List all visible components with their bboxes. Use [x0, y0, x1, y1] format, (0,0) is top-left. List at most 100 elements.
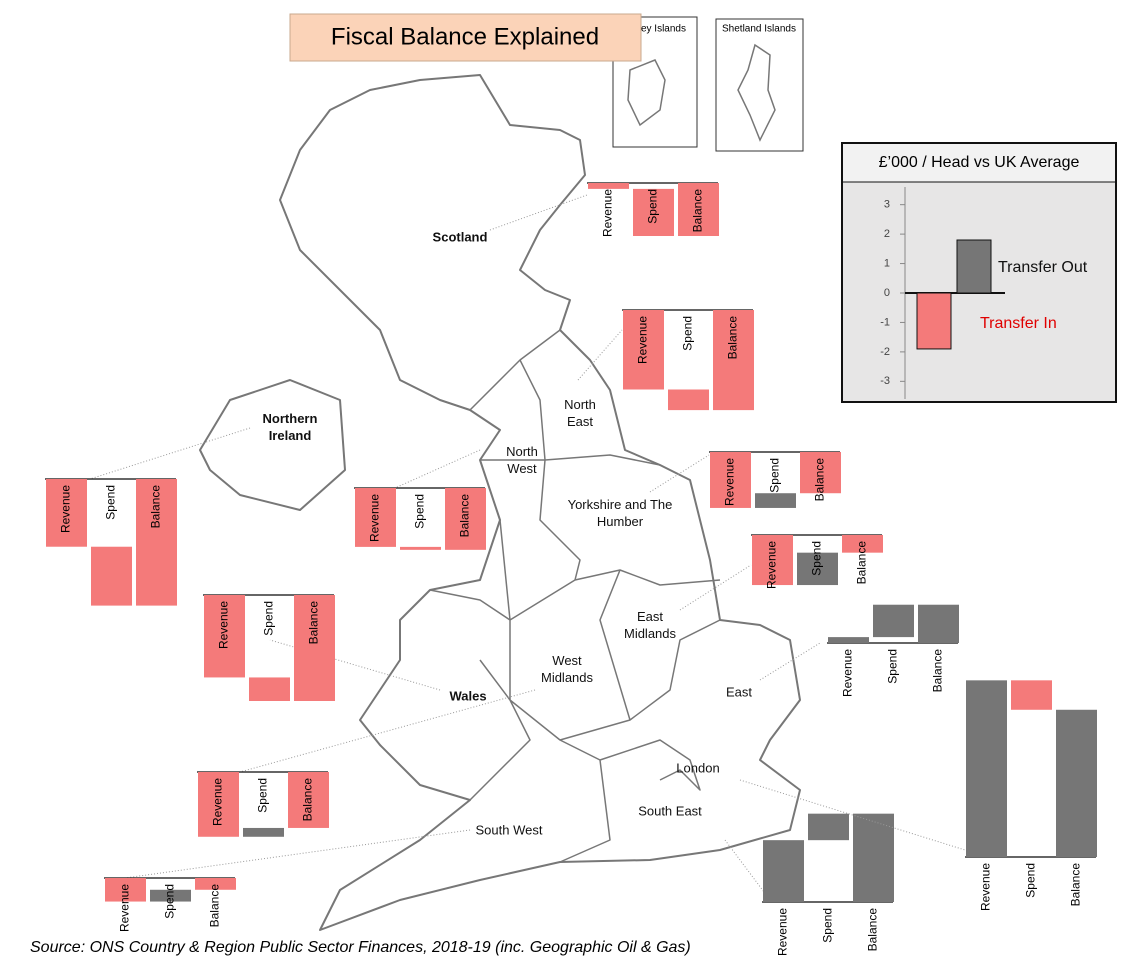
category-label: Spend [768, 458, 782, 493]
bar [966, 680, 1007, 857]
y-tick-label: 1 [884, 257, 890, 269]
category-label: Balance [931, 649, 945, 693]
y-tick-label: -3 [880, 375, 890, 387]
region-label: West Midlands [540, 653, 594, 685]
category-label: Revenue [979, 863, 993, 911]
y-tick-label: -2 [880, 346, 890, 358]
bar [400, 546, 441, 550]
region-label: East [725, 684, 752, 700]
bar [633, 188, 674, 236]
y-tick-label: -1 [880, 316, 890, 328]
bar [853, 813, 894, 902]
category-label: Spend [256, 778, 270, 813]
category-label: Spend [104, 485, 118, 520]
bar [678, 183, 719, 236]
bar [1011, 680, 1052, 710]
category-label: Balance [208, 884, 222, 928]
category-label: Balance [691, 189, 705, 233]
region-label: North East [564, 397, 596, 429]
bar-annotation: Transfer In [980, 315, 1057, 332]
leader-line [89, 427, 251, 480]
bar [588, 183, 629, 189]
category-label: Revenue [723, 458, 737, 506]
y-tick-label: 0 [884, 287, 890, 299]
region-label: North West [506, 444, 538, 476]
category-label: Revenue [217, 601, 231, 649]
bar [249, 677, 290, 701]
category-label: Spend [163, 884, 177, 919]
category-label: Revenue [776, 908, 790, 956]
bar [105, 878, 146, 902]
bar [755, 493, 796, 508]
leader-line [739, 779, 966, 851]
bar [916, 292, 952, 350]
leader-line [124, 829, 471, 879]
category-label: Spend [1024, 863, 1038, 898]
category-label: Balance [726, 316, 740, 360]
bar [713, 310, 754, 411]
bar [956, 239, 992, 294]
title-box [289, 13, 642, 62]
category-label: Revenue [59, 485, 73, 533]
bar [288, 772, 329, 828]
map [199, 74, 801, 931]
region-label: Scotland [432, 229, 488, 245]
bar [668, 389, 709, 411]
bar-annotation: Transfer Out [998, 259, 1088, 276]
category-label: Revenue [765, 541, 779, 589]
category-label: Revenue [368, 494, 382, 542]
category-label: Spend [413, 494, 427, 529]
bar [294, 595, 335, 701]
region-label: South East [638, 803, 702, 819]
category-label: Balance [855, 541, 869, 585]
category-label: Revenue [636, 316, 650, 364]
region-label: East Midlands [623, 609, 677, 641]
category-label: Balance [307, 601, 321, 645]
region-label: Yorkshire and The Humber [567, 497, 673, 529]
bar [808, 813, 849, 841]
category-label: Spend [681, 316, 695, 351]
category-label: Balance [458, 494, 472, 538]
inset-label: Shetland Islands [722, 24, 796, 35]
bar [797, 552, 838, 586]
category-label: Spend [821, 908, 835, 943]
bar [828, 637, 869, 643]
category-label: Balance [149, 485, 163, 529]
region-label: South West [475, 822, 543, 838]
y-tick-label: 3 [884, 199, 890, 211]
category-label: Balance [301, 778, 315, 822]
leader-line [394, 449, 481, 489]
leader-line [679, 564, 752, 611]
inset-orkney: Orkney Islands [612, 16, 698, 148]
leader-line [489, 194, 588, 231]
legend-title: £’000 / Head vs UK Average [879, 154, 1080, 171]
category-label: Spend [886, 649, 900, 684]
bar [842, 535, 883, 553]
category-label: Balance [813, 458, 827, 502]
bar [198, 772, 239, 837]
y-tick-label: 2 [884, 228, 890, 240]
bar [873, 604, 914, 638]
leader-line [577, 329, 623, 381]
inset-label: Orkney Islands [619, 24, 686, 35]
category-label: Revenue [118, 884, 132, 932]
bar [195, 878, 236, 890]
bar [46, 479, 87, 547]
bar [136, 479, 177, 606]
bar [623, 310, 664, 390]
bar [800, 452, 841, 494]
bar [243, 827, 284, 837]
region-label: Wales [449, 688, 487, 704]
bar [150, 889, 191, 902]
category-label: Revenue [841, 649, 855, 697]
category-label: Spend [262, 601, 276, 636]
bar [710, 452, 751, 508]
bar [752, 535, 793, 586]
bar [918, 604, 959, 643]
bar [204, 595, 245, 678]
page-title: Fiscal Balance Explained [331, 23, 599, 50]
region-label: London [676, 760, 720, 776]
region-label: Northern Ireland [262, 411, 318, 443]
